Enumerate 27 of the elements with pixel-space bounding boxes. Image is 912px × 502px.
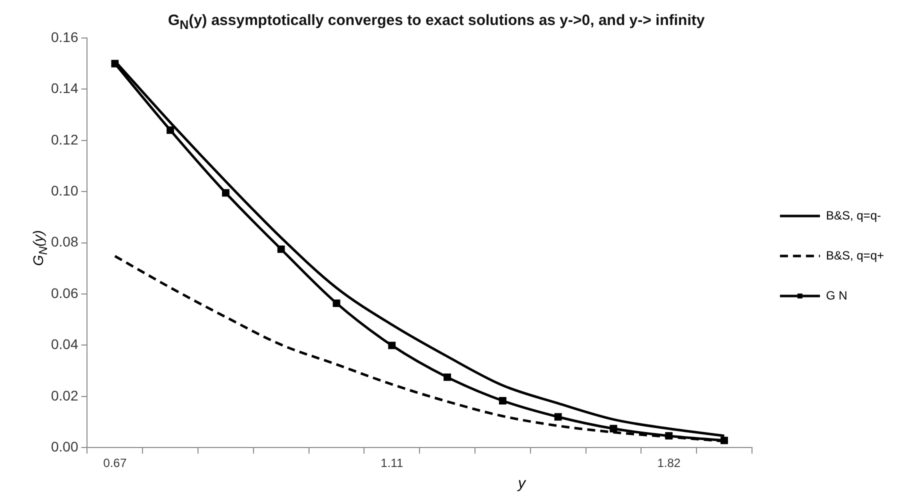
point (388, 342, 396, 350)
point (554, 413, 562, 421)
point (332, 299, 340, 307)
y-tick-label: 0.00 (51, 438, 78, 454)
y-tick-label: 0.12 (51, 131, 78, 148)
x-tick-label: 0.67 (103, 456, 127, 470)
point (610, 424, 618, 432)
point (498, 397, 506, 404)
legend-label: B&S, q=q+ (826, 248, 884, 262)
point (222, 189, 230, 197)
x-axis-title: y (518, 475, 526, 492)
y-tick-label: 0.14 (51, 80, 78, 96)
y-tick-label: 0.10 (51, 182, 78, 198)
legend-label: B&S, q=q- (826, 208, 881, 222)
legend-label: G N (826, 288, 848, 302)
chart-title: G$_{N}$(y) assymptotically converges to exact solutions as y->0, and y-> infinity (168, 12, 706, 32)
point (277, 245, 285, 253)
point (720, 436, 728, 444)
x-tick-label: 1.11 (380, 456, 404, 470)
y-tick-label: 0.02 (51, 387, 78, 404)
point (444, 373, 452, 381)
y-tick-label: 0.16 (51, 28, 78, 45)
y-tick-label: 0.06 (51, 284, 78, 301)
y-tick-label: 0.08 (51, 234, 78, 250)
point (166, 126, 174, 134)
x-tick-label: 1.82 (657, 456, 681, 470)
y-tick-label: 0.04 (51, 336, 78, 352)
